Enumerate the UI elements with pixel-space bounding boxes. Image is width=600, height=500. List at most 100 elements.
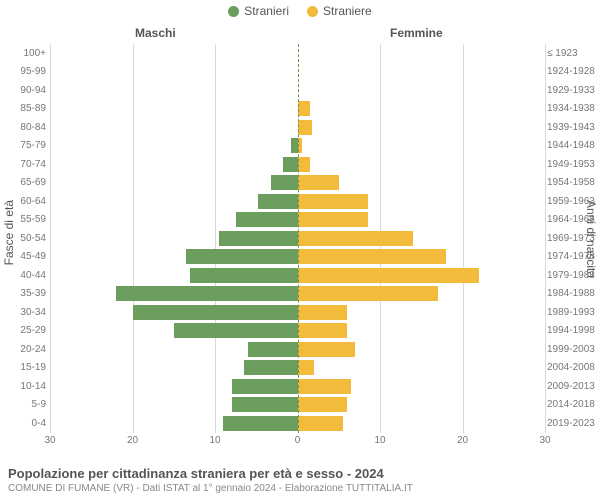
bar-male xyxy=(223,416,297,431)
birth-year-label: 1964-1968 xyxy=(545,211,600,230)
bar-male xyxy=(258,194,298,209)
birth-year-label: 2019-2023 xyxy=(545,414,600,433)
legend: Stranieri Straniere xyxy=(0,0,600,18)
bar-female xyxy=(298,231,414,246)
age-group-label: 100+ xyxy=(0,44,48,63)
age-group-label: 80-84 xyxy=(0,118,48,137)
bar-male xyxy=(133,305,298,320)
age-group-label: 0-4 xyxy=(0,414,48,433)
male-swatch xyxy=(228,6,239,17)
bar-female xyxy=(298,342,356,357)
age-group-label: 55-59 xyxy=(0,211,48,230)
age-group-label: 95-99 xyxy=(0,63,48,82)
x-tick-label: 20 xyxy=(127,435,138,446)
legend-item-female: Straniere xyxy=(307,4,372,18)
birth-year-label: 1929-1933 xyxy=(545,81,600,100)
bar-female xyxy=(298,379,352,394)
gridline xyxy=(545,44,546,433)
birth-year-label: 1934-1938 xyxy=(545,100,600,119)
bar-male xyxy=(116,286,298,301)
age-group-label: 70-74 xyxy=(0,155,48,174)
chart-subtitle: COMUNE DI FUMANE (VR) - Dati ISTAT al 1°… xyxy=(8,483,413,494)
bar-male xyxy=(232,379,298,394)
birth-year-label: 1959-1963 xyxy=(545,192,600,211)
bar-female xyxy=(298,249,447,264)
plot-area xyxy=(50,44,545,433)
birth-year-label: 2014-2018 xyxy=(545,396,600,415)
header-male: Maschi xyxy=(135,26,176,40)
legend-item-male: Stranieri xyxy=(228,4,289,18)
birth-year-label: 1979-1983 xyxy=(545,266,600,285)
bar-female xyxy=(298,212,368,227)
header-female: Femmine xyxy=(390,26,443,40)
age-group-label: 10-14 xyxy=(0,377,48,396)
age-group-label: 5-9 xyxy=(0,396,48,415)
age-group-label: 90-94 xyxy=(0,81,48,100)
center-axis xyxy=(298,44,299,433)
bar-male xyxy=(236,212,298,227)
birth-year-label: 1954-1958 xyxy=(545,174,600,193)
birth-year-label: 1974-1978 xyxy=(545,248,600,267)
birth-year-label: ≤ 1923 xyxy=(545,44,600,63)
bar-female xyxy=(298,286,438,301)
legend-label-female: Straniere xyxy=(323,4,372,18)
bar-female xyxy=(298,101,310,116)
birth-year-label: 1924-1928 xyxy=(545,63,600,82)
age-group-label: 30-34 xyxy=(0,303,48,322)
bar-male xyxy=(271,175,297,190)
birth-year-label: 1984-1988 xyxy=(545,285,600,304)
x-tick-label: 30 xyxy=(44,435,55,446)
bar-male xyxy=(190,268,297,283)
bar-male xyxy=(232,397,298,412)
y-axis-left-ticks: 100+95-9990-9485-8980-8475-7970-7465-696… xyxy=(0,44,48,433)
age-group-label: 75-79 xyxy=(0,137,48,156)
age-group-label: 20-24 xyxy=(0,340,48,359)
age-group-label: 85-89 xyxy=(0,100,48,119)
age-group-label: 60-64 xyxy=(0,192,48,211)
birth-year-label: 1999-2003 xyxy=(545,340,600,359)
chart-footer: Popolazione per cittadinanza straniera p… xyxy=(8,466,413,494)
age-group-label: 50-54 xyxy=(0,229,48,248)
bar-female xyxy=(298,397,348,412)
birth-year-label: 1944-1948 xyxy=(545,137,600,156)
bar-female xyxy=(298,360,315,375)
chart-title: Popolazione per cittadinanza straniera p… xyxy=(8,466,413,481)
bar-male xyxy=(186,249,297,264)
birth-year-label: 2009-2013 xyxy=(545,377,600,396)
birth-year-label: 1939-1943 xyxy=(545,118,600,137)
birth-year-label: 1989-1993 xyxy=(545,303,600,322)
bar-male xyxy=(283,157,298,172)
bar-female xyxy=(298,120,313,135)
bar-female xyxy=(298,416,343,431)
age-group-label: 45-49 xyxy=(0,248,48,267)
x-tick-label: 10 xyxy=(209,435,220,446)
y-axis-right-ticks: ≤ 19231924-19281929-19331934-19381939-19… xyxy=(545,44,600,433)
birth-year-label: 1994-1998 xyxy=(545,322,600,341)
age-group-label: 15-19 xyxy=(0,359,48,378)
bar-female xyxy=(298,175,339,190)
age-group-label: 65-69 xyxy=(0,174,48,193)
age-group-label: 25-29 xyxy=(0,322,48,341)
x-tick-label: 10 xyxy=(374,435,385,446)
bar-male xyxy=(248,342,298,357)
birth-year-label: 2004-2008 xyxy=(545,359,600,378)
bar-female xyxy=(298,268,480,283)
bar-male xyxy=(291,138,298,153)
bar-female xyxy=(298,194,368,209)
bar-female xyxy=(298,323,348,338)
birth-year-label: 1949-1953 xyxy=(545,155,600,174)
bar-female xyxy=(298,305,348,320)
bar-male xyxy=(219,231,297,246)
x-tick-label: 0 xyxy=(295,435,301,446)
bar-male xyxy=(174,323,298,338)
bar-female xyxy=(298,157,310,172)
x-tick-label: 20 xyxy=(457,435,468,446)
birth-year-label: 1969-1973 xyxy=(545,229,600,248)
population-pyramid-chart: Stranieri Straniere Maschi Femmine Fasce… xyxy=(0,0,600,500)
legend-label-male: Stranieri xyxy=(244,4,289,18)
bar-male xyxy=(244,360,298,375)
age-group-label: 40-44 xyxy=(0,266,48,285)
x-tick-label: 30 xyxy=(539,435,550,446)
female-swatch xyxy=(307,6,318,17)
age-group-label: 35-39 xyxy=(0,285,48,304)
